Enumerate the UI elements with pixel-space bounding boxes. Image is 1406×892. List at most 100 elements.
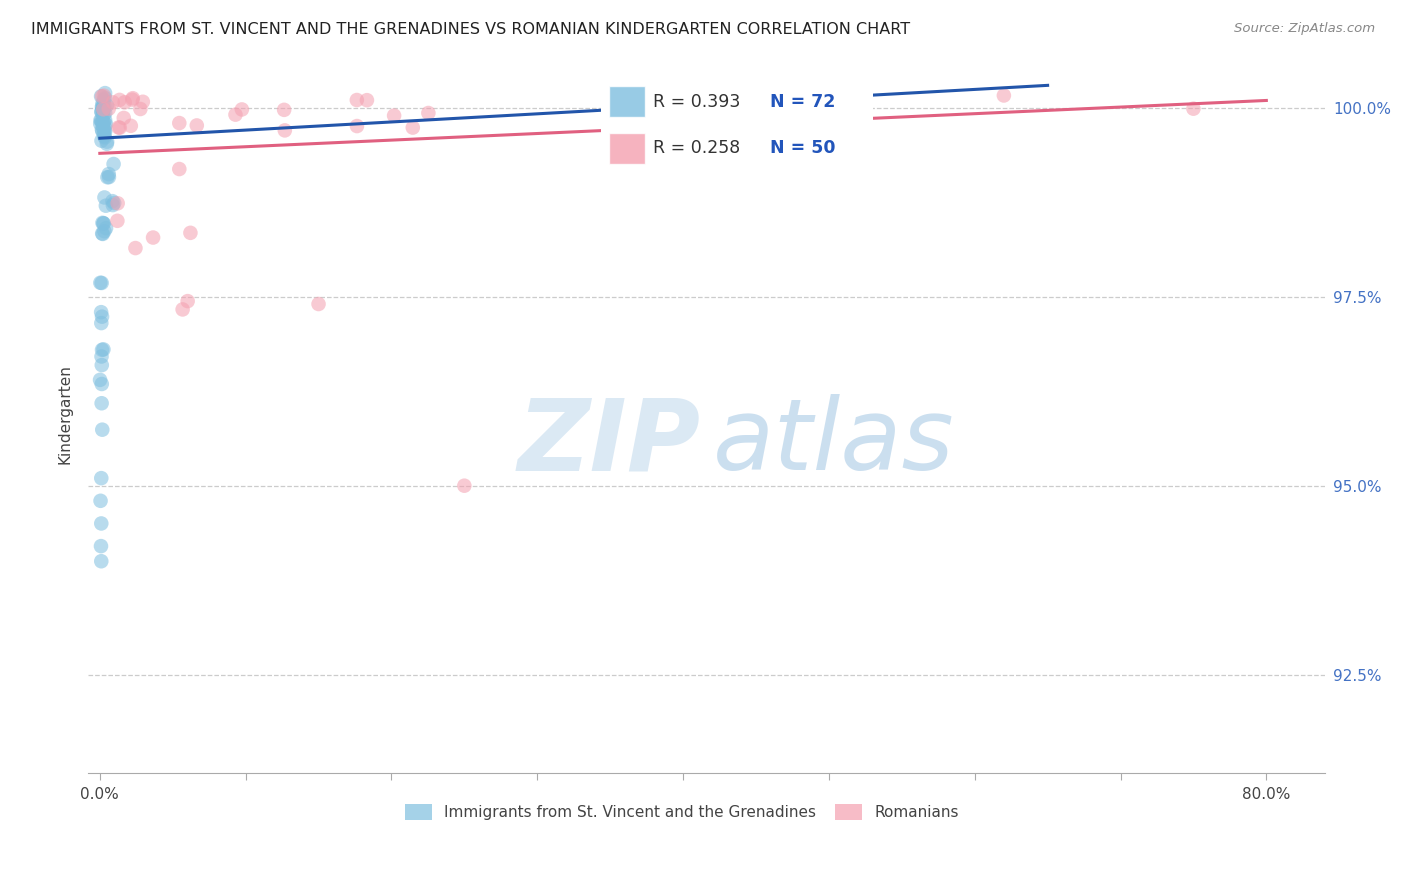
Point (169, 162, 191, 177)
Point (231, 103, 253, 117)
Point (356, 93, 378, 107)
Point (107, 196, 129, 211)
Point (91, 120, 114, 135)
Point (93, 108, 115, 122)
Point (121, 91, 143, 105)
Point (94, 86, 117, 100)
Point (94, 117, 117, 131)
Point (91, 106, 114, 120)
Point (90, 122, 112, 136)
Point (179, 226, 201, 240)
Y-axis label: Kindergarten: Kindergarten (58, 364, 72, 464)
Point (91, 115, 114, 129)
Point (112, 111, 135, 125)
Point (96, 98, 118, 112)
Point (90, 376, 112, 391)
Point (91, 216, 114, 230)
Point (274, 123, 297, 137)
Point (96, 170, 118, 185)
Point (94, 120, 117, 135)
Point (91, 227, 114, 241)
Point (93, 99, 115, 113)
Point (90, 396, 112, 410)
Point (93, 224, 115, 238)
Point (91, 103, 114, 117)
Point (96, 136, 118, 151)
Point (108, 93, 131, 107)
Point (101, 194, 124, 209)
Point (172, 302, 194, 317)
Point (120, 119, 142, 133)
Point (91, 227, 114, 241)
Point (103, 157, 125, 171)
Point (90, 350, 112, 364)
Point (382, 109, 405, 123)
Point (89, 373, 111, 387)
Point (453, 479, 475, 493)
Point (346, 119, 368, 133)
Point (121, 93, 143, 107)
Point (93, 216, 115, 230)
Point (91, 100, 114, 114)
Point (97, 167, 120, 181)
Point (91, 100, 114, 114)
Point (93, 190, 115, 204)
Point (114, 95, 136, 110)
Point (90, 104, 112, 119)
Point (186, 119, 208, 133)
Point (97, 102, 120, 116)
Point (94, 221, 117, 235)
Point (91, 101, 114, 115)
Point (101, 95, 124, 110)
Point (90, 471, 112, 485)
Point (93, 129, 115, 144)
Point (90, 316, 112, 330)
Point (91, 96, 114, 111)
Point (129, 102, 152, 116)
Point (418, 106, 440, 120)
Point (132, 95, 155, 109)
Point (91, 124, 114, 138)
Point (105, 214, 128, 228)
Point (89, 276, 111, 290)
Point (94, 199, 117, 213)
Point (94, 106, 117, 120)
Text: atlas: atlas (713, 394, 955, 491)
Point (90, 539, 112, 553)
Point (89, 113, 111, 128)
Point (107, 120, 129, 135)
Point (97, 170, 120, 185)
Point (90, 358, 112, 372)
Point (108, 120, 131, 135)
Point (93, 115, 115, 129)
Point (91, 116, 114, 130)
Point (103, 196, 125, 211)
Point (90, 134, 112, 148)
Point (91, 103, 114, 117)
Point (176, 294, 198, 309)
Point (142, 230, 165, 244)
Point (308, 297, 330, 311)
Point (93, 127, 115, 141)
Point (273, 103, 295, 117)
Point (94, 124, 117, 138)
Point (90, 113, 112, 128)
Point (91, 89, 114, 103)
Point (101, 198, 124, 212)
Point (1182, 102, 1205, 116)
Point (91, 104, 114, 119)
Point (91, 423, 114, 437)
Point (89, 117, 111, 131)
Point (402, 120, 425, 135)
Point (94, 113, 117, 128)
Point (90, 305, 112, 319)
Point (993, 88, 1015, 103)
Point (90, 516, 112, 531)
Point (90, 89, 112, 103)
Point (90, 276, 112, 290)
Point (346, 93, 368, 107)
Text: ZIP: ZIP (517, 394, 700, 491)
Point (224, 108, 246, 122)
Point (169, 116, 191, 130)
Point (124, 241, 146, 255)
